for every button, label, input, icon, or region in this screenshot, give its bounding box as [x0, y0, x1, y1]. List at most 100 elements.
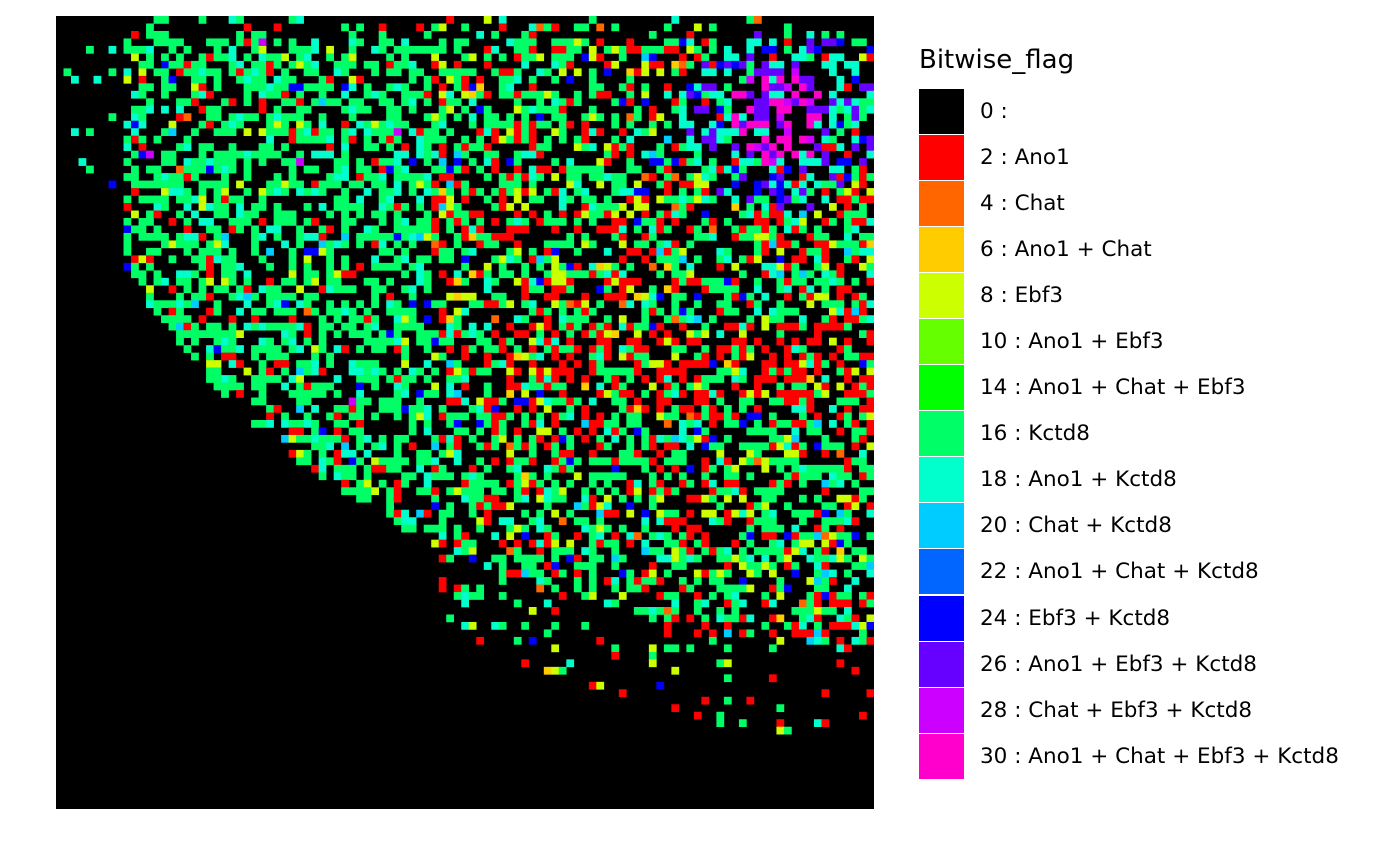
heatmap-cell: [371, 120, 379, 129]
heatmap-cell: [573, 457, 582, 466]
heatmap-cell: [281, 412, 289, 421]
heatmap-cell: [648, 487, 657, 496]
heatmap-cell: [551, 442, 560, 451]
heatmap-cell: [236, 180, 244, 189]
heatmap-cell: [776, 337, 785, 346]
heatmap-cell: [716, 345, 725, 353]
heatmap-cell: [161, 83, 169, 92]
heatmap-cell: [798, 360, 807, 368]
heatmap-cell: [686, 337, 695, 346]
heatmap-cell: [183, 270, 192, 279]
heatmap-cell: [446, 210, 455, 219]
heatmap-cell: [536, 120, 545, 129]
heatmap-cell: [858, 494, 867, 503]
heatmap-cell: [633, 277, 642, 286]
heatmap-cell: [483, 158, 492, 166]
heatmap-cell: [813, 390, 822, 398]
heatmap-cell: [701, 277, 710, 286]
heatmap-cell: [333, 60, 342, 69]
heatmap-cell: [311, 405, 319, 413]
heatmap-cell: [798, 390, 807, 398]
heatmap-cell: [716, 90, 725, 99]
heatmap-cell: [558, 270, 567, 279]
heatmap-cell: [393, 509, 402, 518]
heatmap-cell: [326, 210, 334, 219]
heatmap-cell: [348, 464, 357, 473]
heatmap-cell: [333, 203, 342, 211]
heatmap-cell: [431, 232, 440, 241]
heatmap-cell: [836, 105, 845, 114]
heatmap-cell: [828, 472, 837, 481]
heatmap-cell: [611, 382, 620, 391]
heatmap-cell: [618, 53, 627, 62]
heatmap-cell: [626, 405, 635, 413]
heatmap-cell: [506, 524, 515, 533]
heatmap-cell: [483, 345, 492, 353]
heatmap-cell: [648, 217, 657, 226]
heatmap-cell: [596, 382, 605, 391]
heatmap-cell: [701, 188, 710, 196]
heatmap-cell: [363, 434, 372, 443]
heatmap-cell: [641, 352, 650, 361]
heatmap-cell: [596, 390, 605, 398]
heatmap-cell: [776, 173, 785, 181]
heatmap-cell: [783, 375, 792, 383]
heatmap-cell: [423, 128, 432, 136]
heatmap-cell: [311, 45, 319, 54]
heatmap-cell: [453, 360, 462, 368]
heatmap-cell: [228, 292, 237, 301]
heatmap-cell: [738, 330, 747, 338]
heatmap-cell: [348, 449, 357, 458]
heatmap-cell: [686, 135, 695, 144]
heatmap-cell: [146, 23, 154, 32]
heatmap-cell: [656, 434, 665, 443]
heatmap-cell: [611, 217, 620, 226]
heatmap-cell: [596, 345, 605, 353]
heatmap-cell: [761, 128, 770, 136]
heatmap-cell: [776, 150, 785, 159]
heatmap-cell: [356, 434, 364, 443]
heatmap-cell: [701, 569, 710, 578]
heatmap-cell: [138, 75, 147, 84]
heatmap-cell: [131, 90, 139, 99]
heatmap-cell: [566, 397, 575, 406]
heatmap-cell: [176, 98, 184, 107]
heatmap-cell: [491, 277, 500, 286]
heatmap-cell: [723, 217, 732, 226]
heatmap-cell: [678, 270, 687, 279]
heatmap-cell: [776, 719, 785, 728]
legend-label: 30 : Ano1 + Chat + Ebf3 + Kctd8: [980, 743, 1339, 769]
heatmap-cell: [176, 60, 184, 69]
heatmap-cell: [371, 315, 379, 324]
heatmap-cell: [521, 419, 530, 428]
heatmap-cell: [401, 255, 410, 264]
heatmap-cell: [198, 165, 207, 174]
heatmap-cell: [221, 232, 229, 241]
heatmap-cell: [798, 607, 807, 615]
heatmap-cell: [558, 382, 567, 391]
heatmap-cell: [843, 83, 852, 92]
heatmap-cell: [326, 135, 334, 144]
heatmap-cell: [753, 412, 762, 421]
heatmap-cell: [431, 330, 440, 338]
heatmap-cell: [288, 113, 297, 122]
heatmap-cell: [356, 120, 364, 129]
heatmap-cell: [603, 367, 612, 376]
heatmap-cell: [228, 98, 237, 107]
heatmap-cell: [146, 285, 154, 294]
heatmap-cell: [813, 599, 822, 608]
heatmap-cell: [603, 352, 612, 361]
heatmap-cell: [708, 195, 717, 204]
heatmap-cell: [558, 547, 567, 555]
heatmap-cell: [393, 210, 402, 219]
heatmap-cell: [611, 547, 620, 555]
heatmap-cell: [843, 457, 852, 466]
heatmap-cell: [858, 247, 867, 256]
heatmap-cell: [221, 375, 229, 383]
heatmap-cell: [438, 135, 447, 144]
heatmap-cell: [446, 397, 455, 406]
heatmap-cell: [566, 457, 575, 466]
heatmap-cell: [528, 367, 537, 376]
heatmap-cell: [626, 457, 635, 466]
heatmap-cell: [438, 255, 447, 264]
